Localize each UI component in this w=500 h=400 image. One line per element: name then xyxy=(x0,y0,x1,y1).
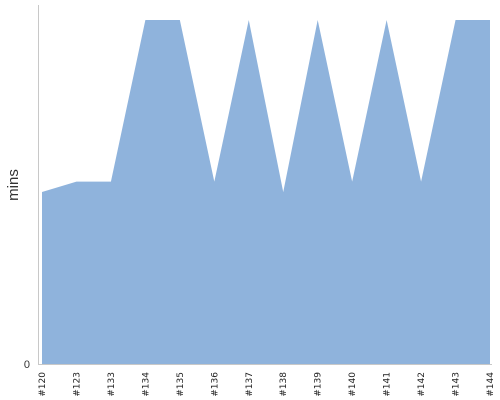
x-tick-label-12: #143 xyxy=(452,372,462,397)
data-point-0 xyxy=(40,190,44,194)
x-tick-labels: #120 #123 #133 #134 #135 #136 #137 #138 #139 #140… xyxy=(38,372,496,397)
series-area xyxy=(42,20,490,364)
data-point-3 xyxy=(143,18,147,22)
data-point-2 xyxy=(109,180,113,184)
data-point-5 xyxy=(212,180,216,184)
x-tick-label-9: #140 xyxy=(348,372,358,397)
area-layer xyxy=(40,18,492,364)
data-point-1 xyxy=(74,180,78,184)
x-tick-label-7: #138 xyxy=(279,372,289,397)
x-tick-label-10: #141 xyxy=(383,372,393,397)
data-point-6 xyxy=(247,18,251,22)
x-tick-label-6: #137 xyxy=(245,372,255,397)
data-point-8 xyxy=(316,18,320,22)
y-tick-label-0: 0 xyxy=(24,359,30,371)
data-point-10 xyxy=(385,18,389,22)
x-tick-label-1: #123 xyxy=(72,372,82,397)
x-tick-label-8: #139 xyxy=(314,372,324,397)
x-tick-label-0: #120 xyxy=(38,372,48,397)
x-tick-label-3: #134 xyxy=(141,372,151,397)
x-tick-label-2: #133 xyxy=(107,372,117,397)
data-point-9 xyxy=(350,180,354,184)
x-tick-label-5: #136 xyxy=(210,372,220,397)
data-point-4 xyxy=(178,18,182,22)
x-tick-label-13: #144 xyxy=(486,372,496,397)
data-point-11 xyxy=(419,180,423,184)
data-point-12 xyxy=(454,18,458,22)
y-axis-label: mins xyxy=(5,169,22,201)
x-tick-label-4: #135 xyxy=(176,372,186,397)
x-tick-label-11: #142 xyxy=(417,372,427,397)
data-point-7 xyxy=(281,190,285,194)
data-point-13 xyxy=(488,18,492,22)
